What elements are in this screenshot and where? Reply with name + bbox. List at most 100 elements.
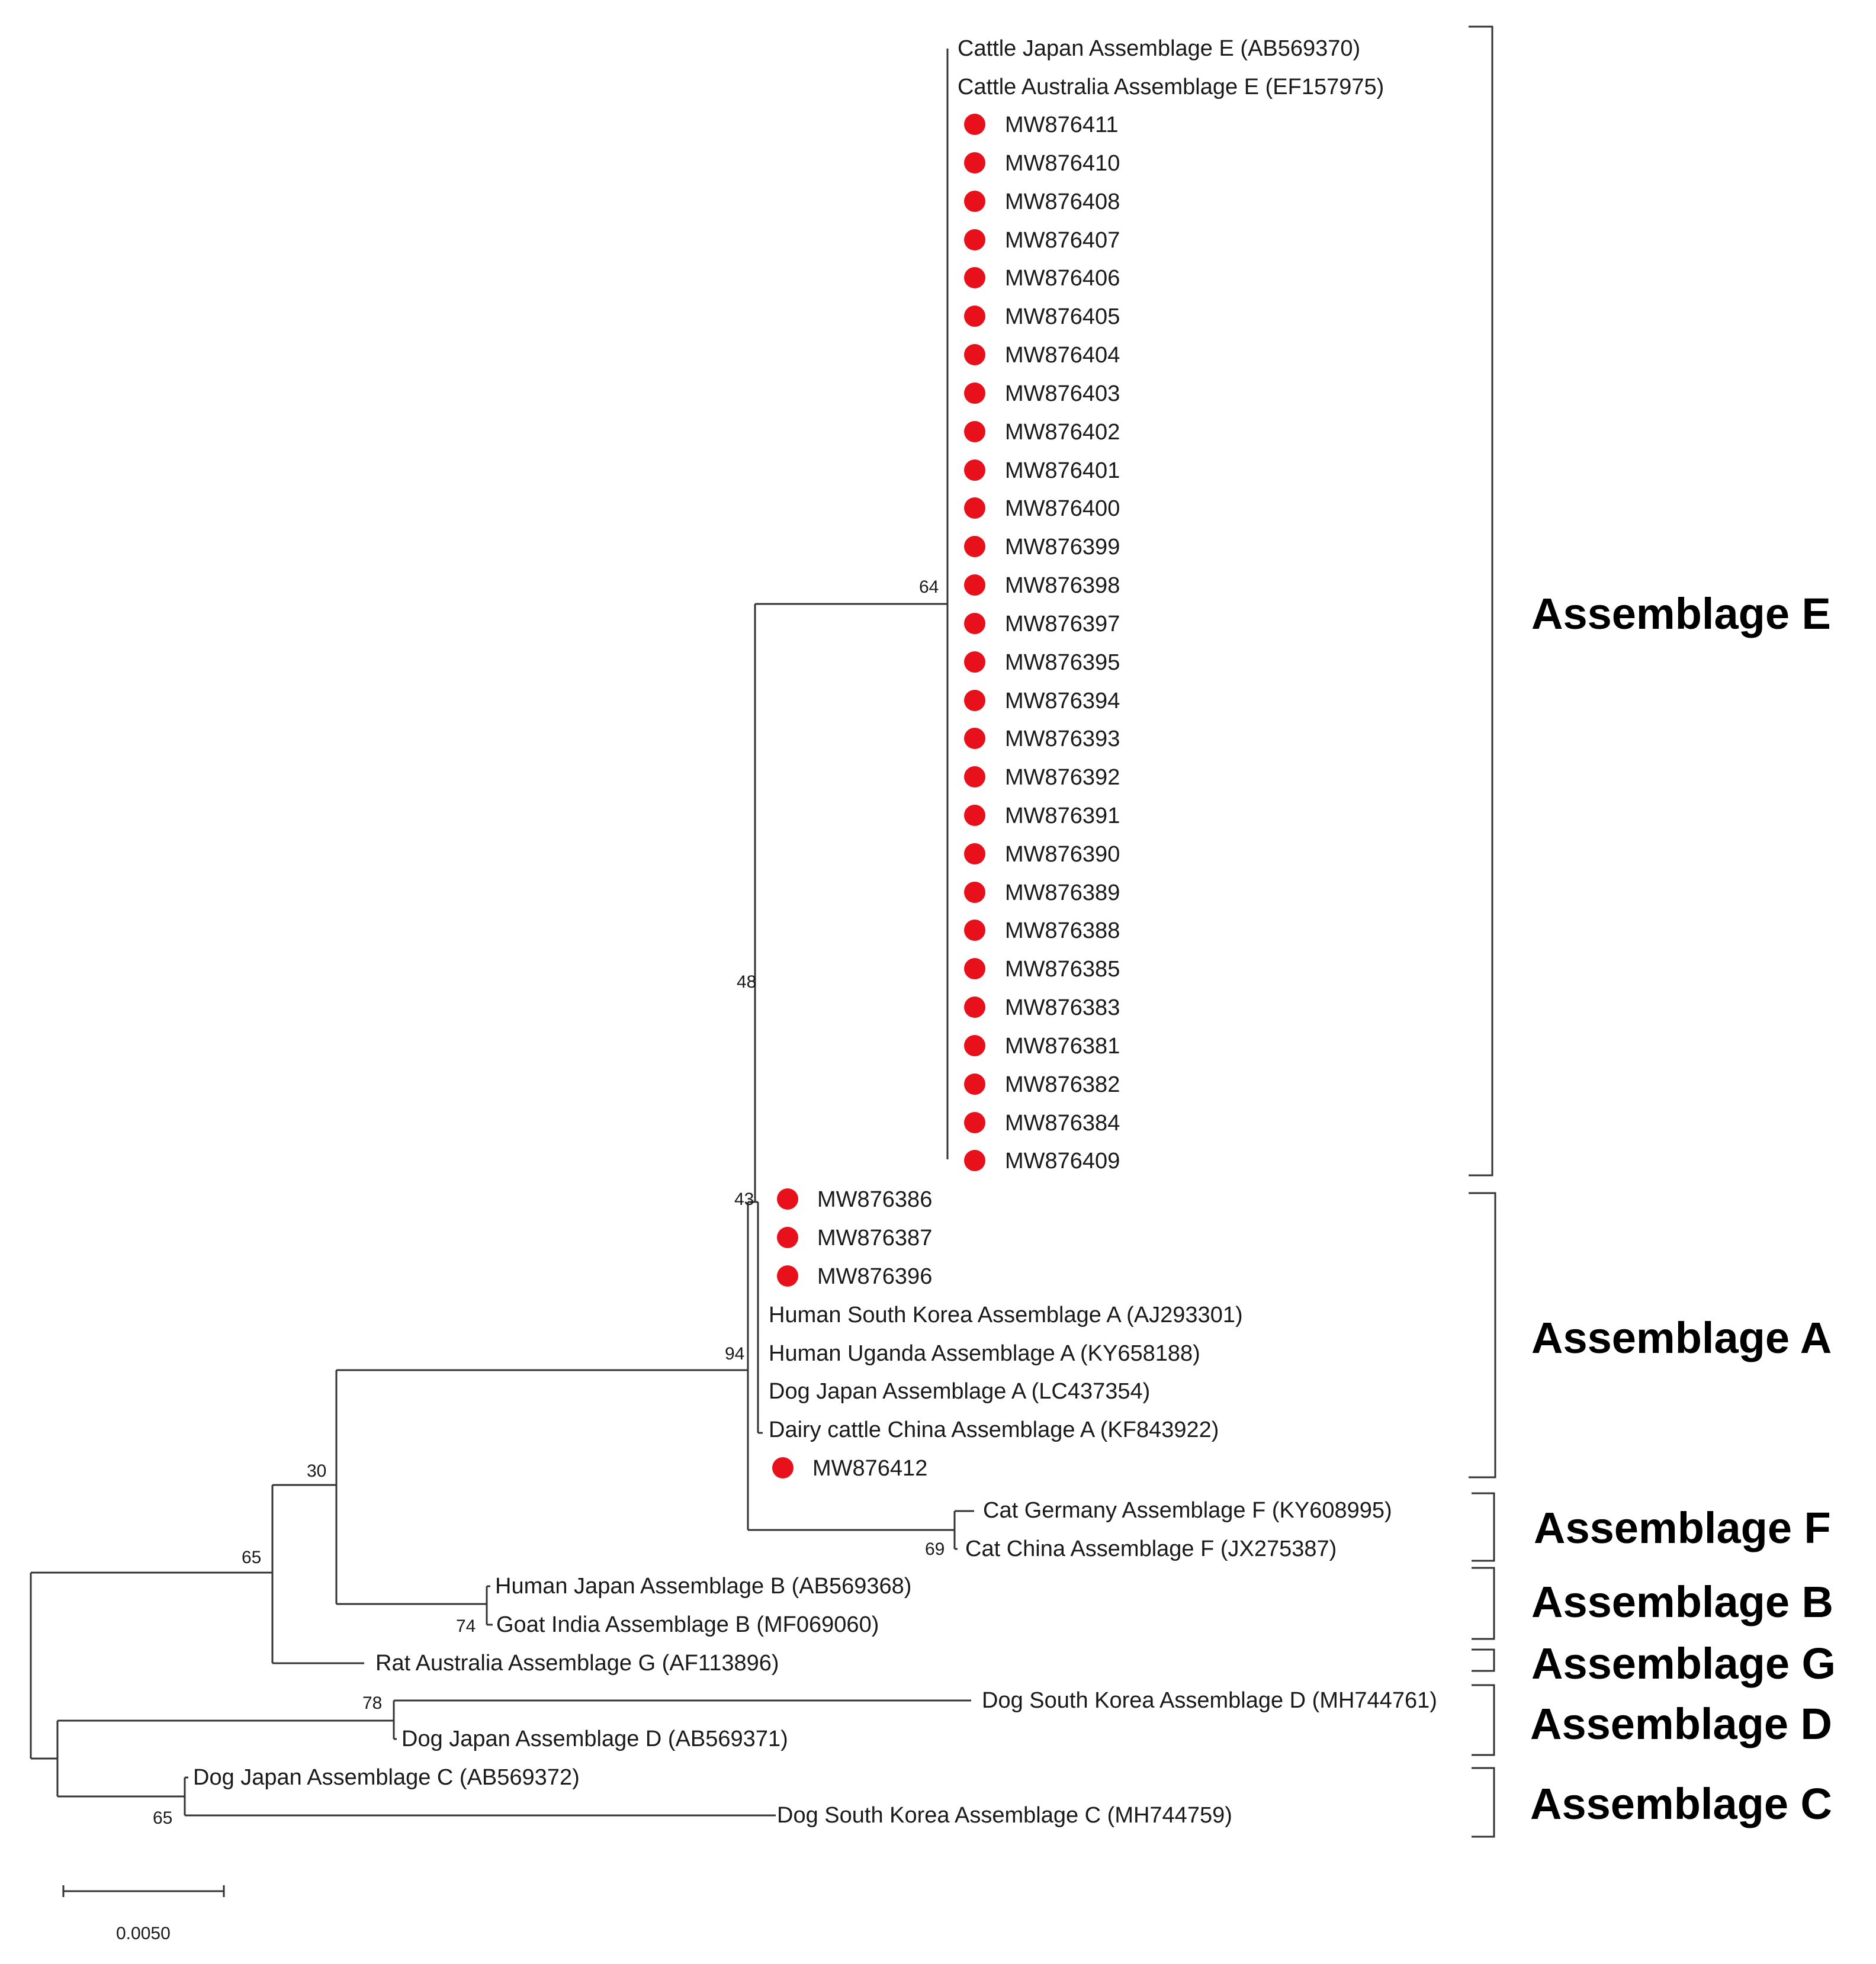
bootstrap-label: 48 [737, 972, 756, 992]
sample-marker [777, 1265, 798, 1287]
sample-marker [964, 191, 985, 212]
leaf-label: MW876393 [1005, 727, 1120, 751]
leaf-label: MW876403 [1005, 381, 1120, 406]
leaf-label: MW876390 [1005, 842, 1120, 867]
leaf-label: Human Japan Assemblage B (AB569368) [495, 1574, 911, 1599]
leaf-label: MW876389 [1005, 880, 1120, 905]
leaf-label: MW876396 [817, 1264, 932, 1289]
sample-marker [964, 459, 985, 481]
scale-bar-label: 0.0050 [116, 1924, 171, 1943]
leaf-label: MW876411 [1005, 112, 1119, 137]
sample-marker [964, 1073, 985, 1095]
group-label-assemblage-d: Assemblage D [1530, 1699, 1832, 1748]
sample-marker [964, 114, 985, 135]
leaf-label: Dog South Korea Assemblage D (MH744761) [982, 1688, 1437, 1713]
sample-marker [964, 920, 985, 941]
leaf-label: Rat Australia Assemblage G (AF113896) [375, 1651, 779, 1676]
leaf-label: MW876387 [817, 1226, 932, 1251]
group-label-assemblage-g: Assemblage G [1531, 1639, 1836, 1688]
leaf-label: MW876385 [1005, 957, 1120, 982]
group-label-assemblage-b: Assemblage B [1531, 1577, 1833, 1627]
sample-marker [964, 536, 985, 557]
leaf-label: MW876407 [1005, 228, 1120, 253]
leaf-label: MW876399 [1005, 535, 1120, 560]
sample-marker [964, 497, 985, 519]
sample-marker [964, 344, 985, 365]
sample-marker [964, 997, 985, 1018]
bootstrap-label: 78 [362, 1693, 382, 1713]
leaf-label: MW876382 [1005, 1072, 1120, 1097]
leaf-label: MW876404 [1005, 343, 1120, 368]
bracket-assemblage-d [1472, 1684, 1495, 1756]
branch-abfg [271, 1484, 364, 1664]
bootstrap-label: 94 [725, 1344, 744, 1364]
branch-clade-d [393, 1699, 971, 1740]
leaf-label: MW876395 [1005, 650, 1120, 675]
sample-marker [964, 958, 985, 979]
leaf-label: MW876394 [1005, 689, 1120, 713]
sample-marker [964, 1150, 985, 1171]
leaf-label: MW876381 [1005, 1034, 1120, 1059]
sample-marker [777, 1227, 798, 1248]
bracket-assemblage-g [1472, 1648, 1495, 1672]
branch-clade-b [486, 1585, 493, 1626]
bootstrap-label: 65 [242, 1548, 261, 1567]
leaf-label: MW876408 [1005, 189, 1120, 214]
group-label-assemblage-a: Assemblage A [1531, 1313, 1832, 1362]
bootstrap-label: 69 [925, 1539, 945, 1559]
sample-marker [964, 1035, 985, 1056]
group-label-assemblage-c: Assemblage C [1530, 1779, 1832, 1828]
leaf-label: MW876397 [1005, 612, 1120, 637]
branch-clade-f [953, 1510, 974, 1550]
leaf-label: MW876401 [1005, 458, 1120, 483]
group-label-assemblage-e: Assemblage E [1531, 589, 1831, 638]
branch-root [30, 1571, 272, 1760]
sample-markers [772, 114, 985, 1478]
bootstrap-values: 64 48 43 94 69 30 74 65 78 65 [153, 577, 945, 1828]
leaf-label: MW876400 [1005, 496, 1120, 521]
sample-marker [964, 574, 985, 596]
leaf-label: Dog Japan Assemblage D (AB569371) [401, 1727, 788, 1751]
bracket-assemblage-f [1472, 1492, 1495, 1562]
leaf-labels: Cattle Japan Assemblage E (AB569370) Cat… [193, 36, 1437, 1828]
leaf-label: MW876412 [812, 1456, 927, 1481]
branch-aef [747, 1201, 955, 1531]
tree-branches [30, 49, 974, 1817]
leaf-label: MW876388 [1005, 918, 1120, 943]
scale-bar-line [62, 1885, 225, 1897]
bracket-assemblage-e [1469, 25, 1493, 1177]
bracket-assemblage-a [1469, 1192, 1496, 1478]
sample-marker [964, 1112, 985, 1133]
sample-marker [964, 690, 985, 711]
sample-marker [964, 267, 985, 288]
bootstrap-label: 30 [307, 1461, 326, 1481]
branch-clade-a [755, 1201, 763, 1434]
leaf-label: MW876398 [1005, 573, 1120, 598]
leaf-label: MW876410 [1005, 151, 1120, 176]
sample-marker [964, 421, 985, 442]
sample-marker [964, 613, 985, 634]
leaf-label: Cat China Assemblage F (JX275387) [965, 1537, 1337, 1561]
sample-marker [964, 152, 985, 173]
leaf-label: Dairy cattle China Assemblage A (KF84392… [769, 1417, 1219, 1442]
leaf-label: MW876402 [1005, 420, 1120, 445]
sample-marker [777, 1188, 798, 1210]
branch-abf [335, 1369, 748, 1605]
leaf-label: Dog South Korea Assemblage C (MH744759) [777, 1803, 1232, 1828]
scale-bar: 0.0050 [62, 1885, 225, 1943]
sample-marker [964, 766, 985, 787]
leaf-label: Dog Japan Assemblage C (AB569372) [193, 1765, 580, 1790]
branch-ae [754, 603, 947, 1202]
leaf-label: Human South Korea Assemblage A (AJ293301… [769, 1303, 1243, 1327]
leaf-label: Cat Germany Assemblage F (KY608995) [983, 1498, 1392, 1523]
leaf-label: MW876383 [1005, 995, 1120, 1020]
leaf-label: MW876384 [1005, 1111, 1120, 1136]
sample-marker [964, 306, 985, 327]
bootstrap-label: 74 [456, 1616, 476, 1636]
bootstrap-label: 65 [153, 1808, 172, 1828]
sample-marker [964, 229, 985, 250]
sample-marker [964, 843, 985, 864]
bracket-assemblage-c [1472, 1767, 1495, 1838]
assemblage-labels: Assemblage E Assemblage A Assemblage F A… [1530, 589, 1836, 1828]
